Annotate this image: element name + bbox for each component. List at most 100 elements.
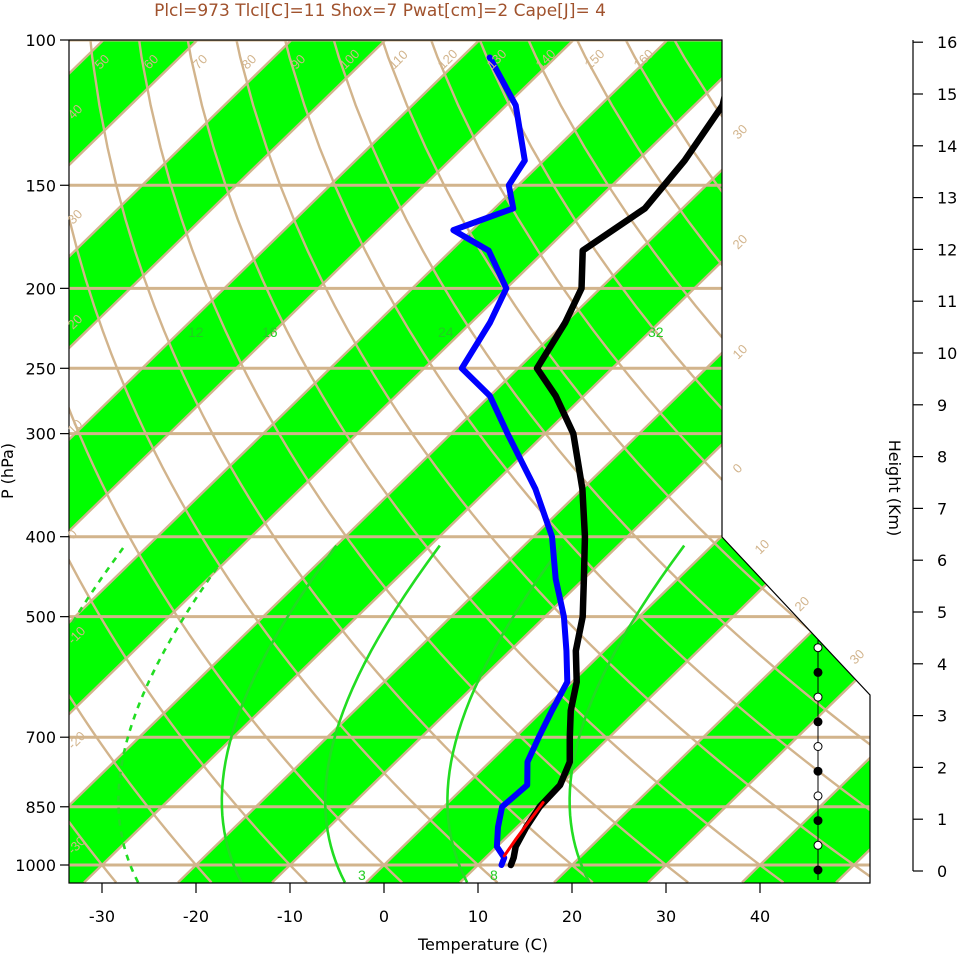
x-axis-label: Temperature (C) [417,935,548,954]
dry-adiabat [85,40,594,883]
temperature-tick-label: 20 [562,907,582,926]
mixing-ratio-label: 8 [490,867,498,883]
wind-dot [813,297,823,307]
isotherm-label: 110 [386,47,411,72]
plot-frame [68,39,871,884]
isotherm-label: 30 [730,121,751,142]
wind-dot [813,75,823,85]
pressure-tick-label: 500 [25,608,56,627]
isotherm-line [69,40,332,883]
isotherm-line [69,40,426,883]
pressure-tick-label: 100 [25,31,56,50]
wind-dot [813,173,823,183]
height-tick-label: 9 [937,396,947,415]
wind-dot [813,198,823,208]
wind-dot [813,519,823,529]
temperature-band [554,40,870,883]
wind-dot [813,692,823,702]
isotherm-label: 150 [582,46,608,72]
isotherm-label: 30 [65,206,86,227]
isotherm-label: 20 [792,593,813,614]
height-tick-label: 7 [937,499,947,518]
mixing-ratio-label: 3 [358,867,366,883]
y-axis-label: P (hPa) [0,443,17,499]
height-tick-label: 6 [937,551,947,570]
dry-adiabat [274,40,870,883]
dry-adiabat [69,40,213,883]
temperature-tick-label: 30 [656,907,676,926]
mixing-ratio-line [446,544,564,883]
wind-dot [813,742,823,751]
wind-dot [813,396,823,406]
dry-adiabat [69,40,403,883]
pressure-tick-label: 200 [25,279,56,298]
temperature-tick-label: 10 [468,907,488,926]
temperature-band [178,40,870,883]
wind-dot [813,149,823,159]
parcel-profile [502,801,545,858]
isotherm-line [69,40,708,883]
isotherm-line [69,40,238,883]
dry-adiabat [69,40,118,883]
height-tick-label: 8 [937,448,947,467]
pressure-tick-label: 700 [25,728,56,747]
isotherm-line [69,40,802,883]
temperature-band [69,40,801,883]
height-tick-label: 11 [937,292,957,311]
temperature-tick-label: -30 [89,907,115,926]
wind-dot [813,99,823,109]
isotherm-label: -20 [65,728,89,752]
temperature-tick-label: -10 [277,907,303,926]
isotherm-line [69,40,614,883]
isotherm-label: 30 [847,646,868,667]
wind-dot [813,618,823,628]
mixing-ratio-line [568,544,686,883]
dewpoint-profile [450,54,571,868]
isotherm-label: 20 [730,231,751,252]
pressure-tick-label: 300 [25,425,56,444]
wind-dot [813,272,823,282]
wind-dot [813,124,823,134]
wind-dot [813,371,823,381]
height-tick-label: 5 [937,603,947,622]
mixing-ratio-line [220,544,338,883]
isotherm-line [459,40,870,883]
pressure-tick-label: 850 [25,798,56,817]
mixing-ratio-line [323,544,441,883]
height-tick-label: 2 [937,758,947,777]
dry-adiabat [415,40,870,883]
dry-adiabat [69,40,308,883]
wind-dot [813,420,823,430]
wind-dot [813,791,823,801]
height-tick-label: 12 [937,240,957,259]
wind-dot [813,840,823,850]
temperature-axis: -30 -20 -10 0 10 20 30 40 [89,883,770,926]
isotherm-line [69,40,520,883]
wind-barbs [813,40,823,880]
wind-dot [813,717,823,727]
height-tick-label: 1 [937,810,947,829]
wind-dot [813,593,823,603]
wind-dot [813,816,823,826]
isotherm-line [930,2,961,882]
dry-adiabat [321,40,870,883]
chart-title: Plcl=973 Tlcl[C]=11 Shox=7 Pwat[cm]=2 Ca… [154,1,606,21]
wind-dot [813,223,823,233]
isotherm-line [647,40,870,883]
temperature-band [930,2,961,882]
mixing-ratio-line [117,544,235,883]
pressure-axis: 100 150 200 250 300 400 500 700 850 1000 [15,31,69,875]
isotherm-label: 80 [239,51,260,72]
mixing-ratio-label: 24 [438,324,454,340]
height-tick-label: 15 [937,85,957,104]
mixing-ratio-label: 12 [188,324,204,340]
pressure-tick-label: 400 [25,528,56,547]
temperature-tick-label: 40 [750,907,770,926]
wind-dot [813,470,823,480]
dry-adiabat [132,40,689,883]
wind-dot [813,569,823,579]
temperature-band [69,40,425,883]
temperature-tick-label: 0 [379,907,389,926]
